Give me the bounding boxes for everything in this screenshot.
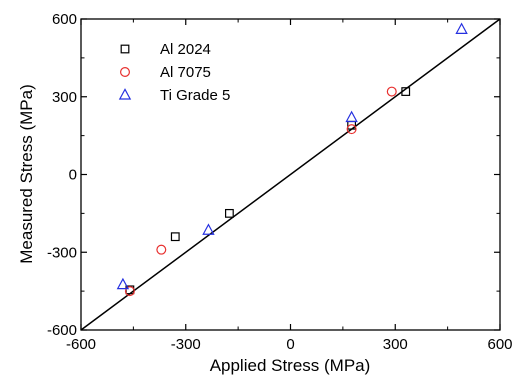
reference-line-y-equals-x [80, 18, 501, 331]
data-point-al-7075 [124, 286, 135, 297]
y-tick-label: 0 [69, 167, 77, 184]
x-tick-label: 0 [286, 336, 294, 353]
legend-marker-al-2024 [120, 44, 130, 54]
data-point-ti-grade-5 [455, 22, 468, 34]
x-tick-label: 600 [487, 336, 512, 353]
legend-label-al-2024: Al 2024 [160, 41, 211, 58]
data-point-al-7075 [156, 244, 167, 255]
data-point-al-7075 [386, 86, 397, 97]
data-point-al-7075 [346, 124, 357, 135]
y-tick-label: 300 [52, 89, 77, 106]
x-tick-label: -300 [171, 336, 201, 353]
legend-label-ti-grade-5: Ti Grade 5 [160, 87, 230, 104]
legend: Al 2024 Al 7075 Ti Grade 5 [118, 41, 230, 104]
data-point-ti-grade-5 [202, 223, 215, 235]
legend-label-al-7075: Al 7075 [160, 64, 211, 81]
y-tick-label: -300 [47, 244, 77, 261]
x-axis-label: Applied Stress (MPa) [210, 356, 371, 375]
axis-ticks: -600 -300 0 300 600 -600 -300 0 300 600 [47, 11, 513, 353]
y-tick-label: -600 [47, 322, 77, 339]
data-markers [116, 22, 468, 297]
legend-marker-al-7075 [119, 66, 130, 77]
data-point-al-2024 [224, 208, 234, 218]
y-tick-label: 600 [52, 11, 77, 28]
data-point-al-2024 [170, 232, 180, 242]
data-point-ti-grade-5 [345, 110, 358, 123]
y-axis-label: Measured Stress (MPa) [17, 84, 36, 264]
x-tick-label: -600 [66, 336, 96, 353]
data-point-al-2024 [401, 87, 411, 96]
data-point-ti-grade-5 [116, 277, 130, 290]
legend-marker-ti-grade-5 [118, 88, 132, 100]
x-tick-label: 300 [383, 336, 408, 353]
